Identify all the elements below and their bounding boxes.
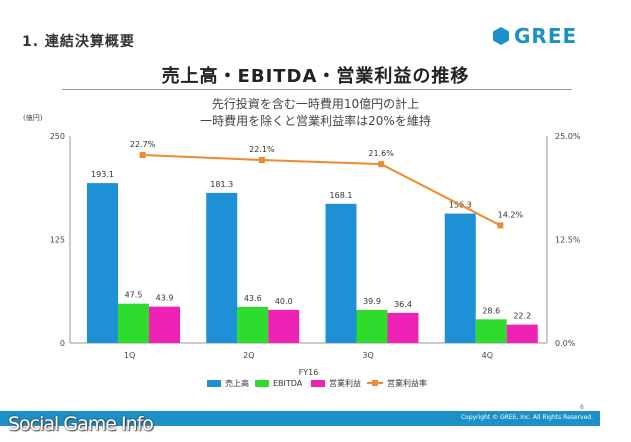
bar-営業利益 — [506, 324, 538, 343]
chart: 0 125 250 0.0% 12.5% 25.0% 193.1 47.5 43.9 1Q 181.… — [50, 132, 581, 388]
legend-line-marker — [372, 380, 378, 386]
bar-value-label: 36.4 — [394, 300, 412, 309]
y-tick-label: 0 — [60, 339, 65, 348]
gree-logo: GREE — [493, 24, 577, 48]
bar-EBITDA — [356, 309, 388, 343]
legend-swatch — [207, 380, 221, 387]
bar-value-label: 168.1 — [330, 191, 353, 200]
bar-営業利益 — [149, 306, 180, 343]
bar-value-label: 43.6 — [244, 294, 262, 303]
x-tick-label: 4Q — [482, 351, 493, 360]
legend-label: 営業利益率 — [387, 378, 427, 388]
y-tick-label: 125 — [50, 236, 65, 245]
line-point — [139, 152, 146, 159]
page-title: 売上高・EBITDA・営業利益の推移 — [161, 66, 470, 87]
legend-label: EBITDA — [273, 379, 303, 388]
gree-hexagon-icon — [493, 27, 509, 45]
line-value-label: 14.2% — [498, 210, 524, 219]
bar-EBITDA — [118, 303, 149, 343]
line-point — [378, 161, 385, 168]
y-tick-label: 250 — [50, 132, 65, 141]
legend-swatch — [311, 380, 325, 387]
page-number: 6 — [580, 404, 584, 411]
line-point — [258, 157, 265, 164]
logo-text: GREE — [514, 24, 578, 48]
bar-value-label: 193.1 — [91, 170, 114, 179]
y2-tick-label: 12.5% — [555, 236, 581, 245]
footer-bar — [0, 411, 600, 426]
bar-EBITDA — [237, 306, 269, 343]
bar-営業利益 — [268, 309, 300, 343]
x-axis-title: FY16 — [299, 368, 319, 377]
copyright-text: Copyright © GREE, Inc. All Rights Reserv… — [460, 414, 593, 421]
bar-営業利益 — [387, 312, 419, 343]
legend-label: 売上高 — [225, 378, 249, 388]
line-point — [497, 222, 504, 229]
unit-label: (億円) — [23, 114, 43, 122]
x-tick-label: 2Q — [243, 351, 254, 360]
bar-value-label: 22.2 — [513, 312, 531, 321]
bar-売上高 — [444, 213, 476, 343]
line-operating-margin — [142, 154, 501, 227]
y2-tick-label: 25.0% — [555, 132, 581, 141]
bar-value-label: 181.3 — [210, 180, 233, 189]
title-underline — [62, 89, 572, 90]
bar-value-label: 40.0 — [275, 297, 293, 306]
bar-売上高 — [87, 183, 118, 343]
line-value-label: 22.7% — [130, 140, 156, 149]
section-title: 1. 連結決算概要 — [22, 34, 135, 50]
bar-value-label: 43.9 — [156, 294, 174, 303]
watermark-text: Social Game Info — [8, 413, 154, 435]
legend-label: 営業利益 — [329, 378, 361, 388]
bar-EBITDA — [475, 319, 507, 343]
line-value-label: 21.6% — [368, 149, 394, 158]
bar-売上高 — [325, 203, 357, 343]
line-value-label: 22.1% — [249, 145, 275, 154]
bar-value-label: 28.6 — [482, 306, 500, 315]
legend-swatch — [255, 380, 269, 387]
x-tick-label: 1Q — [124, 351, 135, 360]
bar-value-label: 39.9 — [363, 297, 381, 306]
subtitle-line-1: 先行投資を含む一時費用10億円の計上 — [211, 97, 420, 111]
subtitle-line-2: 一時費用を除くと営業利益率は20%を維持 — [200, 114, 431, 128]
x-tick-label: 3Q — [362, 351, 373, 360]
bar-value-label: 47.5 — [125, 291, 143, 300]
bar-売上高 — [206, 192, 238, 343]
y2-tick-label: 0.0% — [555, 339, 576, 348]
